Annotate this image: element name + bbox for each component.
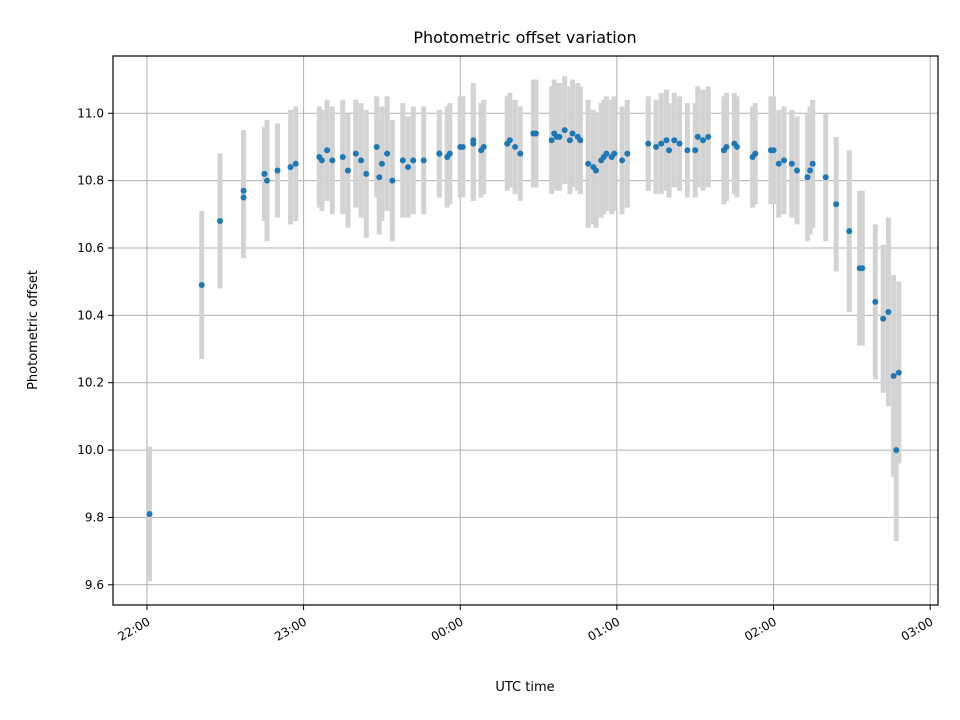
data-point: [548, 137, 555, 144]
data-point: [692, 147, 699, 154]
data-point: [671, 137, 678, 144]
data-point: [420, 157, 427, 164]
y-tick-label: 9.6: [85, 578, 104, 592]
data-point: [663, 137, 670, 144]
data-point: [517, 150, 524, 157]
data-point: [240, 187, 247, 194]
data-point: [264, 177, 271, 184]
data-point: [318, 157, 325, 164]
data-point: [324, 147, 331, 154]
data-point: [770, 147, 777, 154]
data-point: [389, 177, 396, 184]
data-point: [700, 137, 707, 144]
y-tick-label: 10.2: [77, 376, 104, 390]
data-point: [723, 143, 730, 150]
data-point: [733, 143, 740, 150]
data-point: [292, 160, 299, 167]
data-point: [880, 315, 887, 322]
data-point: [619, 157, 626, 164]
data-point: [329, 157, 336, 164]
data-point: [436, 150, 443, 157]
data-point: [833, 201, 840, 208]
data-point: [705, 133, 712, 140]
data-point: [577, 137, 584, 144]
data-point: [344, 167, 351, 174]
data-point: [676, 140, 683, 147]
data-point: [752, 150, 759, 157]
data-point: [480, 143, 487, 150]
data-point: [566, 137, 573, 144]
data-points: [146, 127, 902, 518]
data-point: [788, 160, 795, 167]
data-point: [890, 372, 897, 379]
data-point: [603, 150, 610, 157]
data-point: [569, 130, 576, 137]
data-point: [506, 137, 513, 144]
data-point: [822, 174, 829, 181]
data-point: [410, 157, 417, 164]
data-point: [666, 147, 673, 154]
data-point: [240, 194, 247, 201]
y-axis-label: Photometric offset: [26, 270, 41, 390]
data-point: [512, 143, 519, 150]
data-point: [592, 167, 599, 174]
data-point: [653, 143, 660, 150]
data-point: [217, 218, 224, 225]
data-point: [809, 160, 816, 167]
data-point: [358, 157, 365, 164]
data-point: [684, 147, 691, 154]
data-point: [611, 150, 618, 157]
chart-title: Photometric offset variation: [413, 28, 636, 47]
data-point: [378, 160, 385, 167]
plot-frame: [112, 55, 939, 606]
data-point: [624, 150, 631, 157]
data-point: [885, 308, 892, 315]
data-point: [893, 447, 900, 454]
data-point: [804, 174, 811, 181]
data-point: [556, 133, 563, 140]
data-point: [895, 369, 902, 376]
y-tick-label: 11.0: [77, 106, 104, 120]
data-point: [352, 150, 359, 157]
data-point: [339, 154, 346, 161]
data-point: [373, 143, 380, 150]
y-axis-ticks: 9.6 9.8 10.0 10.2 10.4 10.6 10.8 11.0: [77, 106, 113, 592]
data-point: [561, 127, 568, 134]
data-point: [794, 167, 801, 174]
data-point: [807, 167, 814, 174]
data-point: [846, 228, 853, 235]
data-point: [384, 150, 391, 157]
data-point: [859, 265, 866, 272]
data-point: [780, 157, 787, 164]
data-point: [446, 150, 453, 157]
data-point: [532, 130, 539, 137]
y-tick-label: 9.8: [85, 510, 104, 524]
x-axis-label: UTC time: [495, 680, 554, 695]
data-point: [376, 174, 383, 181]
data-point: [470, 140, 477, 147]
data-point: [261, 170, 268, 177]
data-point: [274, 167, 281, 174]
y-tick-label: 10.4: [77, 308, 104, 322]
data-point: [775, 160, 782, 167]
data-point: [146, 511, 153, 518]
data-point: [872, 298, 879, 305]
y-tick-label: 10.0: [77, 443, 104, 457]
data-point: [645, 140, 652, 147]
data-point: [658, 140, 665, 147]
data-point: [585, 160, 592, 167]
data-point: [694, 133, 701, 140]
data-point: [405, 164, 412, 171]
data-point: [363, 170, 370, 177]
data-point: [399, 157, 406, 164]
data-point: [287, 164, 294, 171]
data-point: [459, 143, 466, 150]
y-tick-label: 10.8: [77, 174, 104, 188]
y-tick-label: 10.6: [77, 241, 104, 255]
data-point: [198, 282, 205, 289]
